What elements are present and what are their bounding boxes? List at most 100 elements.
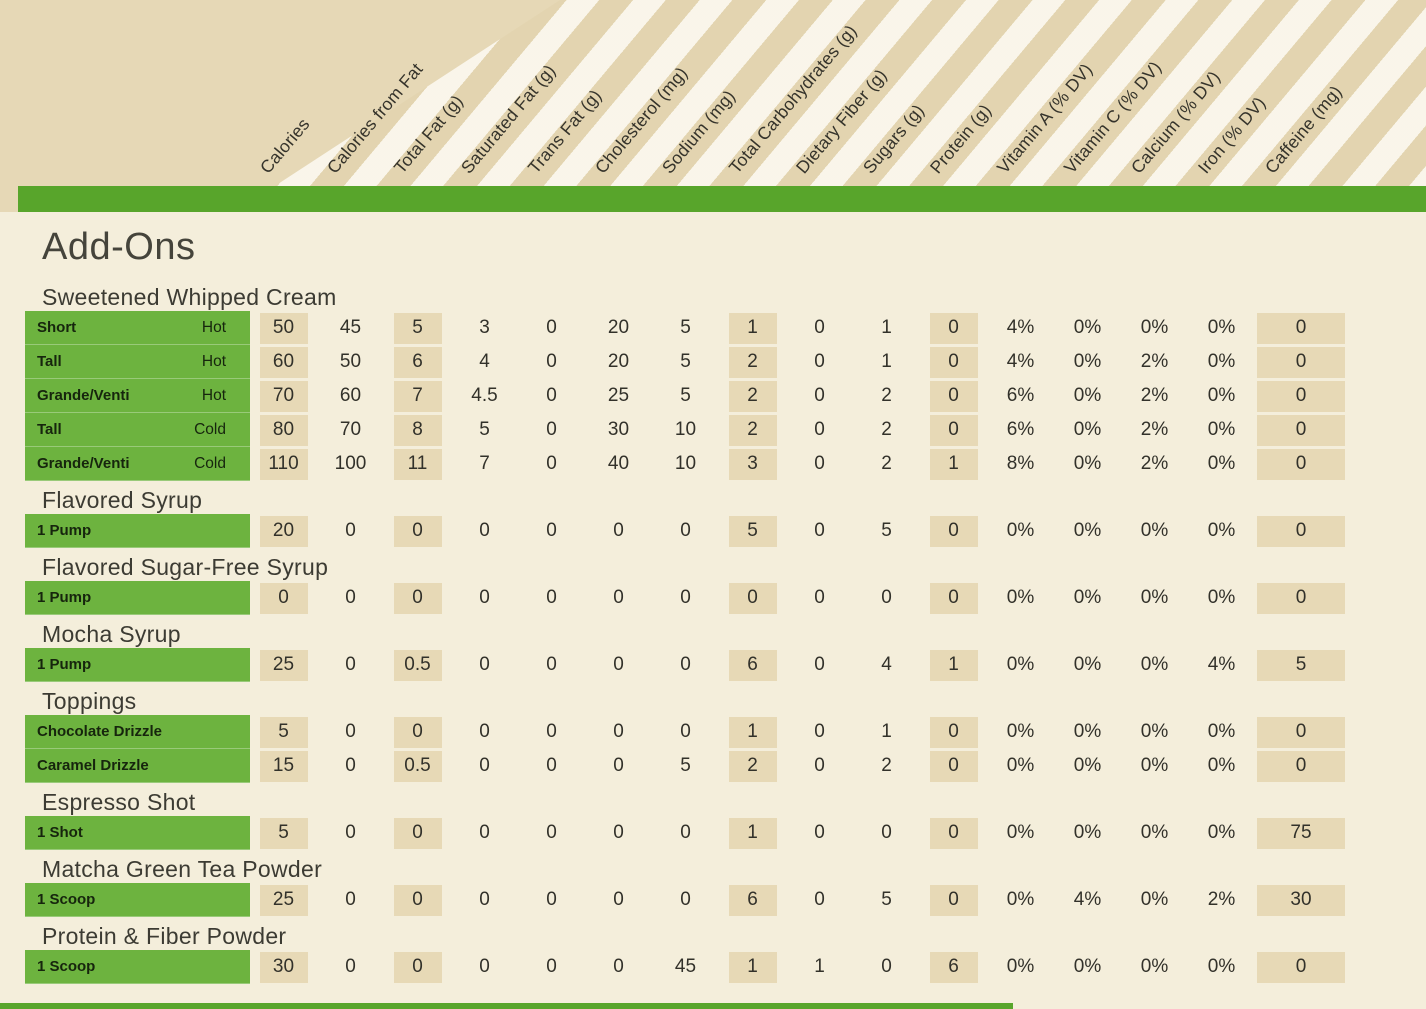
cell-sodium-mg: 0 xyxy=(680,822,691,843)
cell-protein-g: 0 xyxy=(920,883,987,917)
cell-sodium-mg: 10 xyxy=(674,419,697,440)
cell-total-carbohydrates-g: 5 xyxy=(719,514,786,548)
cell-calories: 30 xyxy=(250,950,317,984)
cell-calcium-dv: 2% xyxy=(1140,419,1169,440)
row-size-label: 1 Scoop xyxy=(37,958,96,975)
cell-caffeine-mg: 0 xyxy=(1255,379,1347,413)
row-size-label: Short xyxy=(37,319,77,336)
cell-saturated-fat-g: 5 xyxy=(479,419,490,440)
column-header-sugars-g: Sugars (g) xyxy=(858,100,929,178)
cell-caffeine-mg: 30 xyxy=(1255,883,1347,917)
cell-vitamin-c-dv: 0% xyxy=(1073,755,1102,776)
row-temp-label: Hot xyxy=(201,352,226,370)
cell-dietary-fiber-g: 0 xyxy=(814,587,825,608)
cell-calories-from-fat: 60 xyxy=(339,385,362,406)
cell-dietary-fiber-g: 0 xyxy=(814,453,825,474)
cell-calories: 70 xyxy=(250,379,317,413)
cell-total-fat-g: 0 xyxy=(384,514,451,548)
row-label: Short Hot xyxy=(25,311,250,345)
cell-cholesterol-mg: 40 xyxy=(607,453,630,474)
table-row-short-hot: Short Hot 50 45 5 3 0 20 5 1 0 1 0 4% 0% 0% 0% 0 xyxy=(25,311,1426,345)
row-size-label: Grande/Venti xyxy=(37,387,130,404)
cell-sodium-mg: 0 xyxy=(680,889,691,910)
cell-trans-fat-g: 0 xyxy=(546,419,557,440)
cell-total-carbohydrates-g: 2 xyxy=(719,413,786,447)
cell-dietary-fiber-g: 0 xyxy=(814,822,825,843)
row-label: 1 Pump xyxy=(25,648,250,682)
cell-vitamin-a-dv: 4% xyxy=(1006,317,1035,338)
cell-trans-fat-g: 0 xyxy=(546,453,557,474)
row-label: 1 Pump xyxy=(25,581,250,615)
cell-cholesterol-mg: 20 xyxy=(607,317,630,338)
section-title-mocha-syrup: Mocha Syrup xyxy=(42,621,181,647)
cell-iron-dv: 4% xyxy=(1207,654,1236,675)
column-header-iron-dv: Iron (% DV) xyxy=(1193,92,1270,178)
cell-sodium-mg: 5 xyxy=(680,385,691,406)
cell-sugars-g: 0 xyxy=(881,956,892,977)
cell-sugars-g: 1 xyxy=(881,721,892,742)
table-header: Calories Calories from Fat Total Fat (g) Sa… xyxy=(0,0,1426,212)
bottom-divider-bar xyxy=(0,1003,1013,1009)
cell-sugars-g: 0 xyxy=(881,822,892,843)
cell-calories-from-fat: 0 xyxy=(345,822,356,843)
cell-sugars-g: 1 xyxy=(881,351,892,372)
cell-vitamin-a-dv: 6% xyxy=(1006,419,1035,440)
column-header-caffeine-mg: Caffeine (mg) xyxy=(1260,81,1346,178)
cell-total-fat-g: 0 xyxy=(384,715,451,749)
cell-calories-from-fat: 50 xyxy=(339,351,362,372)
cell-trans-fat-g: 0 xyxy=(546,889,557,910)
row-size-label: 1 Shot xyxy=(37,824,83,841)
cell-total-carbohydrates-g: 6 xyxy=(719,883,786,917)
cell-trans-fat-g: 0 xyxy=(546,755,557,776)
cell-iron-dv: 0% xyxy=(1207,587,1236,608)
cell-sodium-mg: 5 xyxy=(680,755,691,776)
cell-vitamin-c-dv: 0% xyxy=(1073,317,1102,338)
cell-dietary-fiber-g: 0 xyxy=(814,889,825,910)
table-content: Add-Ons Sweetened Whipped Cream Short Hot 5… xyxy=(0,212,1426,984)
cell-protein-g: 0 xyxy=(920,514,987,548)
cell-vitamin-a-dv: 8% xyxy=(1006,453,1035,474)
cell-cholesterol-mg: 0 xyxy=(613,822,624,843)
cell-protein-g: 0 xyxy=(920,749,987,783)
cell-saturated-fat-g: 4.5 xyxy=(471,385,498,406)
cell-protein-g: 0 xyxy=(920,581,987,615)
cell-protein-g: 6 xyxy=(920,950,987,984)
cell-iron-dv: 0% xyxy=(1207,385,1236,406)
row-label: 1 Scoop xyxy=(25,883,250,917)
cell-saturated-fat-g: 0 xyxy=(479,956,490,977)
cell-trans-fat-g: 0 xyxy=(546,721,557,742)
row-temp-label: Cold xyxy=(194,420,226,438)
row-temp-label: Hot xyxy=(201,318,226,336)
row-size-label: 1 Pump xyxy=(37,522,92,539)
cell-total-fat-g: 0.5 xyxy=(384,749,451,783)
cell-dietary-fiber-g: 0 xyxy=(814,654,825,675)
row-size-label: 1 Scoop xyxy=(37,891,96,908)
cell-calories: 5 xyxy=(250,816,317,850)
cell-cholesterol-mg: 0 xyxy=(613,721,624,742)
table-row-1-pump: 1 Pump 25 0 0.5 0 0 0 0 6 0 4 1 0% 0% 0% 4% 5 xyxy=(25,648,1426,682)
cell-protein-g: 1 xyxy=(920,648,987,682)
cell-cholesterol-mg: 0 xyxy=(613,520,624,541)
cell-protein-g: 0 xyxy=(920,816,987,850)
cell-sodium-mg: 0 xyxy=(680,721,691,742)
row-label: 1 Pump xyxy=(25,514,250,548)
row-size-label: Grande/Venti xyxy=(37,455,130,472)
cell-vitamin-a-dv: 4% xyxy=(1006,351,1035,372)
cell-calories: 0 xyxy=(250,581,317,615)
cell-total-carbohydrates-g: 1 xyxy=(719,950,786,984)
cell-caffeine-mg: 0 xyxy=(1255,950,1347,984)
cell-protein-g: 0 xyxy=(920,413,987,447)
cell-vitamin-c-dv: 0% xyxy=(1073,453,1102,474)
cell-total-fat-g: 8 xyxy=(384,413,451,447)
cell-iron-dv: 0% xyxy=(1207,419,1236,440)
cell-trans-fat-g: 0 xyxy=(546,317,557,338)
cell-total-carbohydrates-g: 2 xyxy=(719,345,786,379)
cell-calcium-dv: 0% xyxy=(1140,317,1169,338)
cell-sugars-g: 0 xyxy=(881,587,892,608)
cell-iron-dv: 0% xyxy=(1207,822,1236,843)
cell-caffeine-mg: 0 xyxy=(1255,345,1347,379)
cell-sugars-g: 2 xyxy=(881,385,892,406)
column-header-total-carbohydrates-g: Total Carbohydrates (g) xyxy=(724,20,861,178)
column-header-protein-g: Protein (g) xyxy=(925,100,996,178)
cell-total-fat-g: 0.5 xyxy=(384,648,451,682)
